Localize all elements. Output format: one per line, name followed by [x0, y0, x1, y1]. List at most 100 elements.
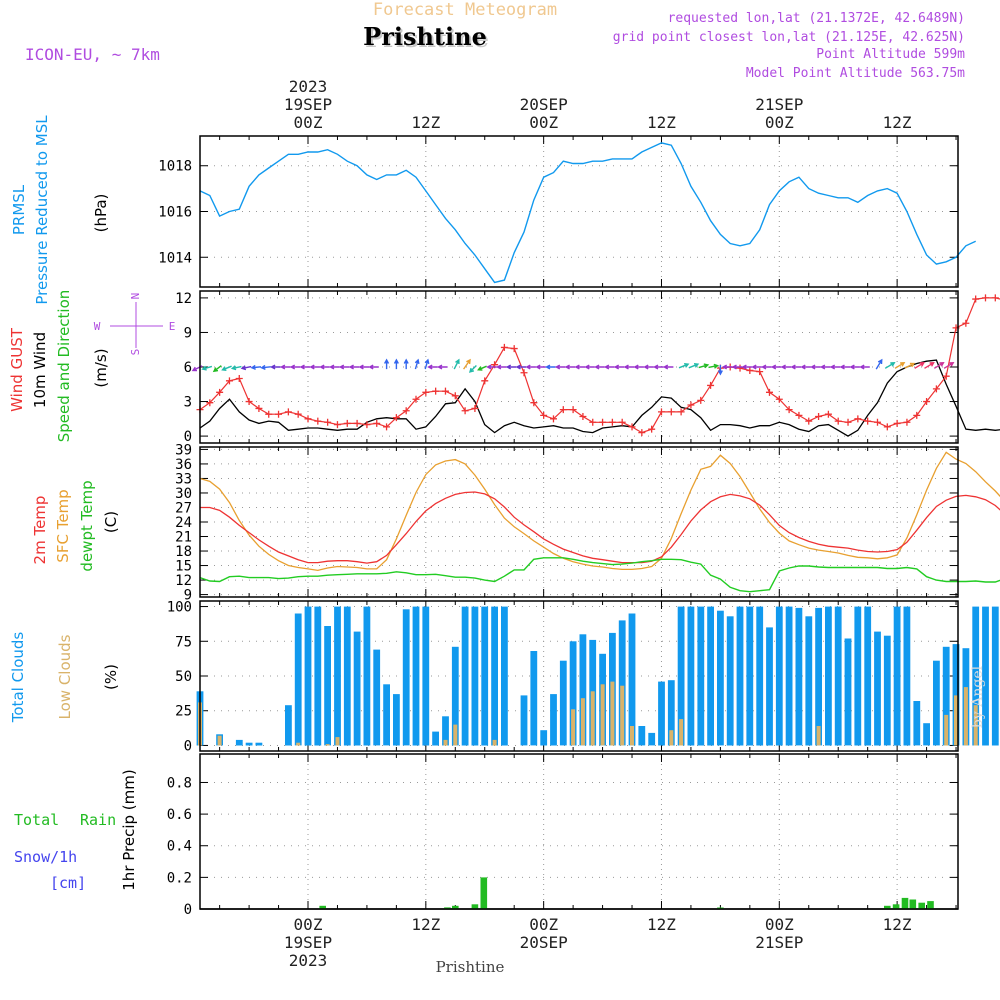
wind-direction-arrow: [859, 364, 870, 370]
gust-marker: [432, 387, 440, 395]
total-cloud-bar: [363, 606, 371, 746]
gust-marker: [628, 423, 636, 431]
wind-direction-arrow: [904, 362, 916, 369]
wind-direction-label: Speed and Direction: [55, 290, 73, 443]
top-time-label: 19SEP: [284, 95, 332, 114]
bottom-time-label: 19SEP: [284, 933, 332, 952]
pressure-label: Pressure Reduced to MSL: [33, 115, 51, 305]
rain-bar: [452, 905, 459, 909]
gust-marker: [667, 408, 675, 416]
gust-marker: [677, 408, 685, 416]
percent-unit: (%): [102, 664, 120, 690]
gust-marker: [314, 417, 322, 425]
hpa-unit: (hPa): [92, 194, 110, 233]
y-tick-label: 24: [175, 515, 192, 531]
wind-direction-arrow: [894, 362, 906, 369]
gust-marker: [422, 388, 430, 396]
wind-direction-arrow: [338, 364, 350, 370]
rain-bar: [892, 904, 900, 909]
total-cloud-bar: [972, 606, 980, 746]
compass-west: W: [94, 320, 101, 333]
pressure-line: [199, 142, 976, 284]
wind-direction-arrow: [751, 364, 762, 370]
y-tick-label: 0: [184, 429, 192, 445]
gust-marker: [599, 418, 607, 426]
wind-direction-arrow: [463, 358, 471, 370]
low-cloud-bar: [610, 681, 615, 746]
wind-direction-arrow: [535, 364, 546, 370]
total-cloud-bar: [638, 726, 646, 746]
gust-marker: [333, 421, 341, 429]
gust-marker: [304, 415, 312, 423]
total-cloud-bar: [707, 606, 714, 746]
wind-direction-arrow: [348, 364, 360, 370]
gust-marker: [746, 366, 754, 374]
compass-north: N: [129, 293, 142, 300]
panel-precip: 0 0.2 0.4 0.6 0.8: [167, 753, 959, 918]
gust-marker: [461, 407, 469, 415]
wind-direction-arrow: [584, 364, 595, 370]
gust-marker: [638, 429, 646, 437]
y-tick-label: 12: [175, 573, 192, 589]
gust-marker: [225, 377, 233, 385]
wind-direction-arrow: [914, 362, 926, 369]
bottom-time-label: 12Z: [411, 915, 440, 934]
top-time-label: 00Z: [529, 113, 558, 132]
total-cloud-bar: [717, 610, 724, 746]
total-cloud-bar: [618, 620, 626, 746]
rain-bar: [918, 902, 925, 909]
total-cloud-bar: [353, 631, 361, 746]
rain-bar: [444, 907, 451, 909]
wind-direction-arrow: [477, 365, 487, 371]
wind-direction-arrow: [731, 364, 743, 370]
y-tick-label: 30: [175, 486, 192, 502]
y-tick-label: 0.8: [167, 775, 192, 791]
total-cloud-bar: [442, 716, 449, 746]
panel-pressure: 1014 1016 1018: [158, 135, 976, 288]
low-cloud-bar: [816, 726, 821, 746]
wind-direction-arrow: [554, 364, 566, 370]
bottom-time-label: 00Z: [294, 915, 323, 934]
y-tick-label: 21: [175, 530, 192, 546]
wind-direction-arrow: [790, 364, 801, 370]
y-tick-label: 0.4: [167, 839, 192, 855]
wind-direction-arrow: [358, 364, 369, 370]
gust-marker: [265, 410, 273, 418]
panel-clouds: 0 25 50 75 100: [167, 600, 999, 754]
location-title-shadow: Prishtine: [365, 24, 489, 53]
gust-marker: [235, 375, 243, 383]
wind-direction-arrow: [240, 365, 252, 371]
wind-direction-arrow: [329, 364, 340, 370]
compass-south: S: [129, 349, 142, 356]
total-cloud-bar: [628, 613, 636, 746]
y-tick-label: 39: [175, 442, 192, 458]
wind-direction-arrow: [201, 365, 213, 371]
total-cloud-bar: [334, 606, 341, 746]
total-cloud-bar: [393, 694, 400, 746]
low-cloud-bar: [492, 739, 497, 746]
gust-marker: [559, 406, 567, 414]
legend-cm: [cm]: [50, 874, 86, 892]
gust-marker: [471, 404, 479, 412]
wind-direction-arrow: [603, 364, 615, 370]
product-title: Forecast Meteogram: [373, 0, 557, 20]
gust-marker: [363, 421, 371, 429]
gust-marker: [569, 406, 577, 414]
gust-marker: [412, 395, 420, 403]
total-cloud-bar: [245, 742, 253, 746]
total-cloud-bar: [785, 606, 793, 746]
gust-marker: [618, 418, 626, 426]
low-cloud-bar: [580, 698, 585, 746]
total-cloud-bar: [687, 606, 695, 746]
10m-wind-label: 10m Wind: [31, 332, 49, 408]
top-time-label: 12Z: [883, 113, 912, 132]
rain-bar: [901, 897, 909, 909]
closest-coords: grid point closest lon,lat (21.125E, 42.…: [613, 30, 965, 45]
total-cloud-bar: [844, 638, 852, 746]
wind-direction-arrow: [594, 364, 605, 370]
total-cloud-bar: [550, 694, 557, 746]
low-cloud-bar: [590, 691, 595, 746]
gust-marker: [942, 372, 950, 380]
wind-gust-line: [199, 297, 1000, 434]
wind-direction-arrow: [515, 364, 527, 370]
